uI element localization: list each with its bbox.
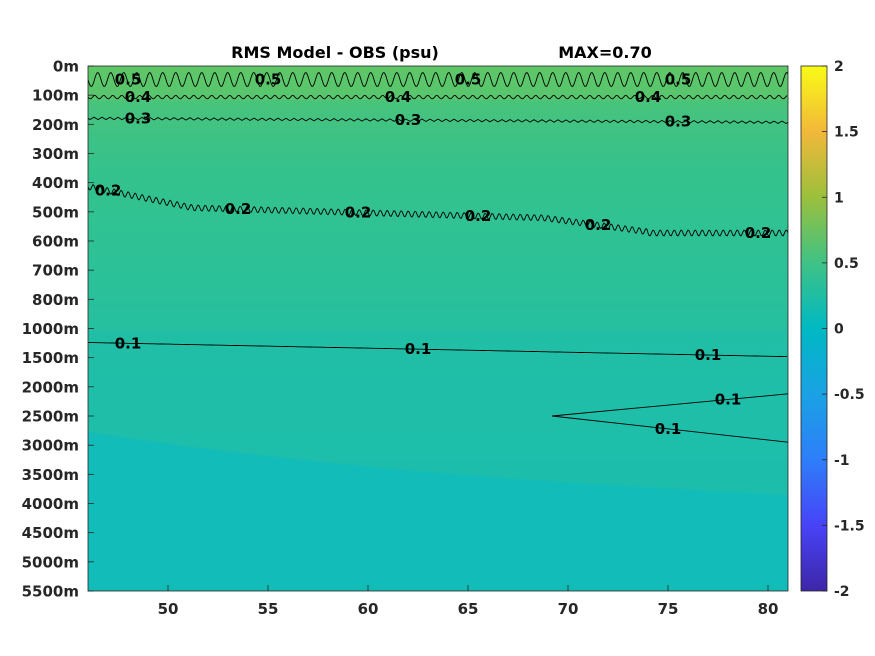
contour-label: 0.5 — [455, 71, 482, 89]
surface-field-band — [88, 66, 788, 100]
colorbar-tick-label: 1 — [834, 190, 844, 206]
y-tick-label: 700m — [32, 262, 79, 280]
x-tick-label: 65 — [458, 600, 479, 618]
colorbar-ticks: 2 1.5 1 0.5 0 -0.5 -1 -1.5 -2 — [822, 59, 865, 600]
y-tick-label: 1000m — [22, 320, 79, 338]
chart-title: RMS Model - OBS (psu) — [231, 43, 439, 62]
contour-0.4 — [88, 95, 788, 100]
contour-label: 0.3 — [125, 110, 152, 128]
y-tick-label: 500m — [32, 203, 79, 221]
contour-label: 0.4 — [635, 88, 662, 106]
y-tick-label: 5500m — [22, 583, 79, 601]
x-tick-label: 50 — [158, 600, 179, 618]
colorbar-tick-label: 0.5 — [834, 256, 859, 272]
y-tick-label: 3500m — [22, 466, 79, 484]
contour-label: 0.5 — [665, 71, 692, 89]
colorbar-tick-label: -0.5 — [834, 387, 865, 403]
y-tick-label: 600m — [32, 233, 79, 251]
contour-label: 0.4 — [385, 88, 412, 106]
y-tick-label: 800m — [32, 291, 79, 309]
y-tick-label: 4500m — [22, 524, 79, 542]
colorbar-tick-label: 2 — [834, 59, 844, 75]
y-tick-label: 2500m — [22, 408, 79, 426]
contour-label: 0.3 — [395, 111, 422, 129]
y-tick-label: 5000m — [22, 553, 79, 571]
y-tick-label: 4000m — [22, 495, 79, 513]
max-value-label: MAX=0.70 — [558, 43, 652, 62]
y-tick-label: 200m — [32, 116, 79, 134]
contour-label: 0.5 — [255, 71, 282, 89]
y-axis: 0m 100m 200m 300m 400m 500m 600m 700m 800m 1000m 1… — [22, 58, 94, 601]
x-tick-label: 60 — [358, 600, 379, 618]
colorbar-tick-label: -1.5 — [834, 518, 865, 534]
x-axis: 50 55 60 65 70 75 80 — [158, 585, 779, 618]
y-tick-label: 100m — [32, 87, 79, 105]
colorbar-tick-label: -1 — [834, 453, 850, 469]
contour-0.1-upper — [88, 342, 787, 358]
contour-0.1-wedge — [551, 393, 788, 443]
contour-0.3 — [88, 116, 788, 125]
contour-label: 0.1 — [115, 334, 142, 352]
contour-0.5 — [88, 72, 788, 88]
colorbar: 2 1.5 1 0.5 0 -0.5 -1 -1.5 -2 — [800, 59, 865, 600]
x-tick-label: 70 — [558, 600, 579, 618]
abyssal-field-band — [88, 432, 788, 591]
y-tick-label: 300m — [32, 145, 79, 163]
contour-label: 0.2 — [95, 182, 122, 200]
y-tick-label: 0m — [53, 58, 79, 76]
contour-label: 0.2 — [225, 200, 252, 218]
x-tick-label: 55 — [258, 600, 279, 618]
contour-label: 0.2 — [465, 207, 492, 225]
x-tick-label: 75 — [658, 600, 679, 618]
contour-label: 0.1 — [655, 420, 682, 438]
contour-label: 0.2 — [585, 216, 612, 234]
colorbar-tick-label: -2 — [834, 584, 850, 600]
contour-label: 0.1 — [695, 346, 722, 364]
contour-label: 0.1 — [715, 390, 742, 408]
y-tick-label: 2000m — [22, 378, 79, 396]
plot-area: 0.5 0.5 0.5 0.50.4 0.4 0.40.3 0.3 0.30.20.2 0.2 0… — [88, 66, 788, 591]
contour-label: 0.2 — [345, 204, 372, 222]
contour-labels: 0.5 0.5 0.5 0.50.4 0.4 0.40.3 0.3 0.30.20.2 0.2 0… — [95, 71, 772, 438]
y-tick-label: 400m — [32, 174, 79, 192]
contour-label: 0.1 — [405, 340, 432, 358]
contour-label: 0.5 — [115, 71, 142, 89]
contour-label: 0.2 — [745, 224, 772, 242]
colorbar-tick-label: 1.5 — [834, 125, 859, 141]
contour-0.2 — [88, 184, 788, 237]
contour-label: 0.3 — [665, 113, 692, 131]
contour-label: 0.4 — [125, 88, 152, 106]
x-tick-label: 80 — [758, 600, 779, 618]
colorbar-tick-label: 0 — [834, 322, 844, 338]
contour-lines — [88, 72, 788, 443]
y-tick-label: 1500m — [22, 349, 79, 367]
y-tick-label: 3000m — [22, 437, 79, 455]
